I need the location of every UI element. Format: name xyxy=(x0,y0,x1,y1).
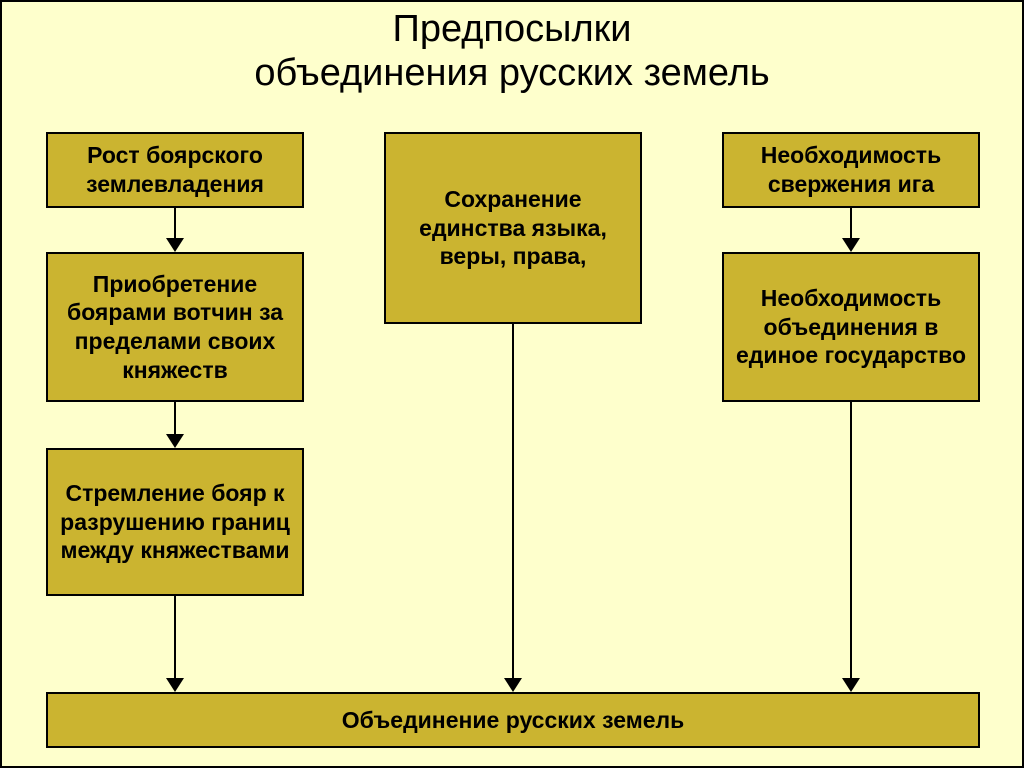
box-boyar-land-growth: Рост боярского землевладения xyxy=(46,132,304,208)
box-unification-result: Объединение русских земель xyxy=(46,692,980,748)
title-line2: объединения русских земель xyxy=(254,52,769,94)
title-line1: Предпосылки xyxy=(393,8,632,50)
box-boyar-estates: Приобретение боярами вотчин за пределами… xyxy=(46,252,304,402)
box-need-unified-state: Необходимость объединения в единое госуд… xyxy=(722,252,980,402)
box-overthrow-yoke: Необходимость свержения ига xyxy=(722,132,980,208)
box-boyar-borders: Стремление бояр к разрушению границ межд… xyxy=(46,448,304,596)
diagram-canvas: Предпосылки объединения русских земель Р… xyxy=(0,0,1024,768)
box-unity-language-faith-law: Сохранение единства языка, веры, права, xyxy=(384,132,642,324)
slide-title: Предпосылки объединения русских земель xyxy=(2,8,1022,95)
